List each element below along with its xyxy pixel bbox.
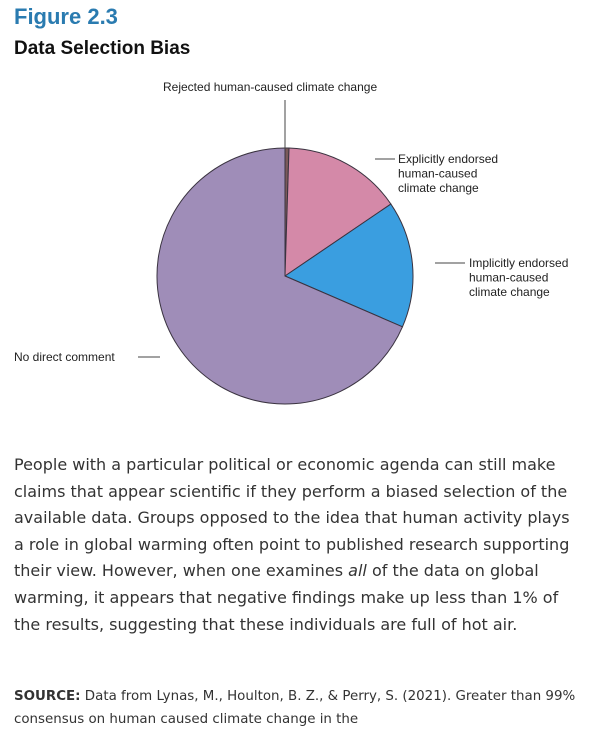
- source-label: SOURCE:: [14, 689, 81, 704]
- emphasis-all: all: [348, 561, 367, 581]
- pie-chart: Rejected human-caused climate change Exp…: [14, 80, 572, 405]
- implicit-label: Implicitly endorsed human-caused climate…: [469, 256, 572, 299]
- rejected-label: Rejected human-caused climate change: [163, 80, 377, 94]
- explicit-label: Explicitly endorsed human-caused climate…: [398, 152, 501, 195]
- pie-slice-2: [283, 203, 414, 328]
- source-citation: SOURCE: Data from Lynas, M., Houlton, B.…: [14, 685, 588, 731]
- figure-label: Figure 2.3: [14, 4, 118, 29]
- no-comment-label: No direct comment: [14, 350, 115, 364]
- body-paragraph: People with a particular political or ec…: [14, 455, 570, 634]
- figure-title: Data Selection Bias: [14, 38, 191, 59]
- pie-slice-1: [284, 147, 392, 277]
- source-text: Data from Lynas, M., Houlton, B. Z., & P…: [14, 689, 576, 727]
- pie-slice-3: [156, 147, 404, 405]
